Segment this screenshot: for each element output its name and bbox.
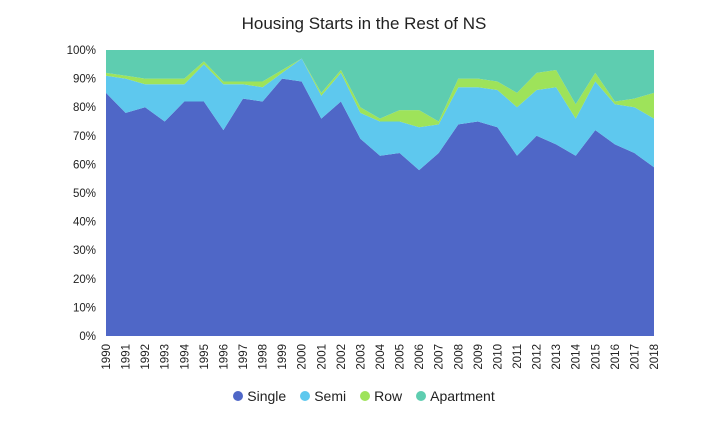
area-semi xyxy=(106,58,654,171)
y-tick-label: 60% xyxy=(73,159,96,171)
y-tick-label: 90% xyxy=(73,74,96,86)
chart-title: Housing Starts in the Rest of NS xyxy=(241,14,487,33)
x-tick-label: 1992 xyxy=(140,344,152,370)
x-tick-label: 2004 xyxy=(375,343,387,369)
x-tick-label: 1998 xyxy=(258,344,270,370)
x-tick-label: 1997 xyxy=(238,344,250,370)
x-tick-label: 2010 xyxy=(492,344,504,370)
x-tick-label: 1990 xyxy=(101,344,113,370)
chart-legend: Single Semi Row Apartment xyxy=(0,388,728,404)
x-tick-label: 2000 xyxy=(297,344,309,370)
legend-swatch xyxy=(360,391,371,401)
y-tick-label: 70% xyxy=(73,131,96,143)
x-tick-label: 2003 xyxy=(355,344,367,370)
x-tick-label: 2001 xyxy=(316,344,328,370)
legend-item-single: Single xyxy=(233,388,286,404)
legend-label: Semi xyxy=(314,388,347,404)
legend-swatch xyxy=(416,391,427,401)
x-tick-label: 1993 xyxy=(160,344,172,370)
legend-item-row: Row xyxy=(360,388,402,404)
area-apartment xyxy=(106,50,654,122)
x-tick-label: 1996 xyxy=(218,344,230,370)
x-tick-label: 2008 xyxy=(453,344,465,370)
y-tick-label: 100% xyxy=(67,45,96,57)
x-tick-label: 1999 xyxy=(277,344,289,370)
x-tick-label: 2018 xyxy=(649,344,661,370)
legend-item-semi: Semi xyxy=(300,388,346,404)
y-tick-label: 40% xyxy=(73,217,96,229)
x-tick-label: 2015 xyxy=(590,344,602,370)
x-tick-label: 1991 xyxy=(121,344,133,370)
x-tick-label: 2014 xyxy=(571,343,583,369)
y-tick-label: 10% xyxy=(73,302,96,314)
x-tick-label: 1995 xyxy=(199,344,211,370)
y-tick-label: 30% xyxy=(73,245,96,257)
legend-item-apartment: Apartment xyxy=(416,388,495,404)
x-tick-label: 2016 xyxy=(610,344,622,370)
y-tick-label: 50% xyxy=(73,188,96,200)
x-tick-label: 2013 xyxy=(551,344,563,370)
legend-label: Apartment xyxy=(430,388,495,404)
x-tick-label: 2017 xyxy=(629,344,641,370)
x-tick-label: 2007 xyxy=(434,344,446,370)
legend-label: Row xyxy=(374,388,403,404)
x-tick-label: 2011 xyxy=(512,344,524,369)
legend-swatch xyxy=(300,391,311,401)
legend-swatch xyxy=(233,391,244,401)
y-tick-label: 20% xyxy=(73,274,96,286)
x-tick-label: 2012 xyxy=(532,344,544,370)
x-tick-label: 1994 xyxy=(179,343,191,369)
x-tick-label: 2002 xyxy=(336,344,348,370)
x-tick-label: 2009 xyxy=(473,344,485,370)
x-tick-label: 2005 xyxy=(395,344,407,370)
legend-label: Single xyxy=(247,388,287,404)
x-tick-label: 2006 xyxy=(414,344,426,370)
y-tick-label: 80% xyxy=(73,102,96,114)
area-single xyxy=(106,78,654,336)
y-tick-label: 0% xyxy=(79,331,96,343)
